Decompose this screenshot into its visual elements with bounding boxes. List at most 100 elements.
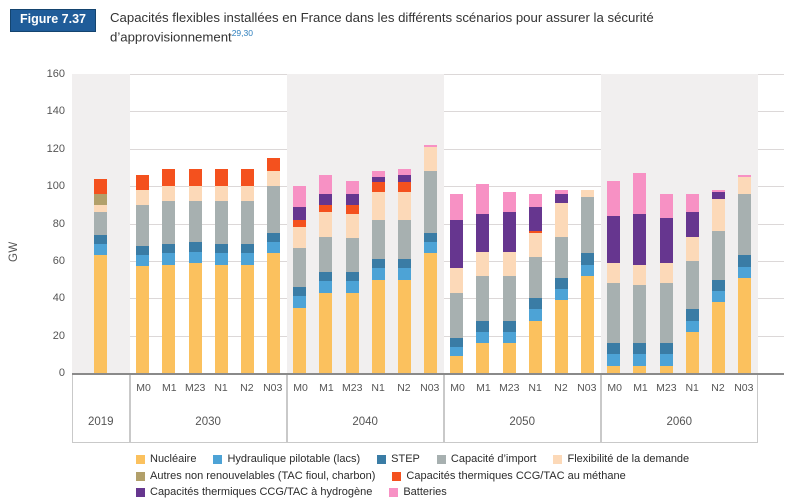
bar-group-2019 [72, 74, 130, 373]
bar-segment [528, 257, 542, 299]
bar-segment [188, 169, 202, 187]
legend-swatch-icon [553, 455, 563, 465]
bar-2060-M0[interactable] [607, 180, 621, 373]
bar-segment [581, 197, 595, 254]
bar-2030-N1[interactable] [214, 169, 228, 373]
bar-2060-N1[interactable] [685, 193, 699, 373]
bar-segment [94, 204, 108, 213]
legend-item-3[interactable]: Capacité d’import [436, 454, 536, 465]
bar-segment [345, 272, 359, 282]
scenario-cell-2060: M0 M1 M23 N1 N2 N03 [600, 375, 758, 401]
bar-segment [450, 337, 464, 347]
bar-segment [476, 184, 490, 215]
legend-item-6[interactable]: Capacités thermiques CCG/TAC au méthane [392, 470, 626, 482]
bar-segment [371, 219, 385, 260]
y-axis-label: GW [8, 241, 20, 262]
bar-segment [738, 174, 752, 177]
bar-2030-N2[interactable] [240, 169, 254, 373]
bar-segment [738, 193, 752, 256]
bar-segment [738, 266, 752, 278]
bar-segment [424, 145, 438, 147]
bar-2060-N2[interactable] [711, 189, 725, 373]
bar-segment [476, 343, 490, 373]
scenario-label-N2: N2 [240, 382, 254, 394]
bar-segment [94, 234, 108, 245]
bar-segment [162, 169, 176, 187]
bar-segment [371, 268, 385, 280]
bar-segment [528, 309, 542, 321]
bar-segment [293, 296, 307, 308]
bar-segment [738, 255, 752, 267]
legend-item-4[interactable]: Flexibilité de la demande [553, 454, 689, 465]
bar-segment [293, 287, 307, 297]
bar-2050-N1[interactable] [528, 193, 542, 373]
bar-segment [345, 180, 359, 194]
bar-2030-N03[interactable] [267, 158, 281, 373]
year-label-2060: 2060 [600, 401, 758, 443]
bar-segment [581, 264, 595, 276]
bar-2030-M23[interactable] [188, 169, 202, 373]
bar-segment [528, 206, 542, 232]
bar-segment [450, 268, 464, 293]
bar-segment [528, 193, 542, 207]
y-axis-tick-label: 120 [46, 142, 65, 155]
bar-2050-M0[interactable] [450, 193, 464, 373]
bar-2030-M1[interactable] [162, 169, 176, 373]
legend-item-7[interactable]: Capacités thermiques CCG/TAC à hydrogène [136, 487, 372, 498]
bar-2040-M0[interactable] [293, 186, 307, 373]
bar-2040-N03[interactable] [424, 145, 438, 373]
bar-2040-N1[interactable] [371, 171, 385, 373]
bar-segment [450, 346, 464, 357]
bar-2060-M1[interactable] [633, 173, 647, 373]
bar-segment [319, 281, 333, 293]
bar-segment [502, 251, 516, 276]
legend-swatch-icon [377, 455, 387, 465]
bar-segment [659, 354, 673, 366]
bar-segment [136, 266, 150, 373]
y-axis-tick-label: 80 [52, 217, 65, 230]
figure-number-badge: Figure 7.37 [10, 9, 96, 32]
bar-segment [659, 283, 673, 344]
bar-segment [371, 176, 385, 183]
bar-segment [711, 189, 725, 192]
bar-segment [371, 171, 385, 177]
legend-label: STEP [391, 453, 420, 466]
bar-2050-N2[interactable] [554, 189, 568, 373]
bar-2040-M23[interactable] [345, 180, 359, 373]
bar-2040-N2[interactable] [397, 169, 411, 373]
bar-segment [633, 354, 647, 366]
legend-item-0[interactable]: Nucléaire [136, 454, 196, 465]
legend-item-2[interactable]: STEP [377, 454, 420, 465]
bar-segment [450, 356, 464, 373]
scenario-cell-2050: M0 M1 M23 N1 N2 N03 [443, 375, 601, 401]
bar-segment [162, 201, 176, 245]
scenario-label-M1: M1 [162, 382, 177, 394]
bar-segment [633, 285, 647, 344]
legend-label: Hydraulique pilotable (lacs) [227, 453, 361, 466]
bar-2050-N03[interactable] [581, 189, 595, 373]
bar-2060-M23[interactable] [659, 193, 673, 373]
bar-segment [554, 236, 568, 278]
bar-segment [94, 255, 108, 373]
bar-2040-M1[interactable] [319, 174, 333, 373]
bar-2050-M23[interactable] [502, 191, 516, 373]
bar-2019[interactable] [94, 178, 108, 373]
figure-header: Figure 7.37 Capacités flexibles installé… [0, 0, 800, 47]
legend-item-1[interactable]: Hydraulique pilotable (lacs) [213, 454, 360, 465]
legend-item-8[interactable]: Batteries [389, 487, 447, 498]
bar-segment [738, 176, 752, 194]
legend-row: Autres non renouvelables (TAC fioul, cha… [0, 469, 800, 485]
bar-segment [607, 354, 621, 366]
bar-2050-M1[interactable] [476, 184, 490, 373]
bar-segment [711, 279, 725, 291]
bar-segment [94, 212, 108, 235]
bar-segment [371, 191, 385, 220]
bar-segment [424, 253, 438, 373]
bar-segment [633, 264, 647, 286]
bar-segment [450, 292, 464, 338]
bar-segment [188, 186, 202, 202]
bar-segment [581, 275, 595, 373]
bar-2030-M0[interactable] [136, 174, 150, 373]
bar-2060-N03[interactable] [738, 174, 752, 373]
legend-item-5[interactable]: Autres non renouvelables (TAC fioul, cha… [136, 470, 375, 482]
